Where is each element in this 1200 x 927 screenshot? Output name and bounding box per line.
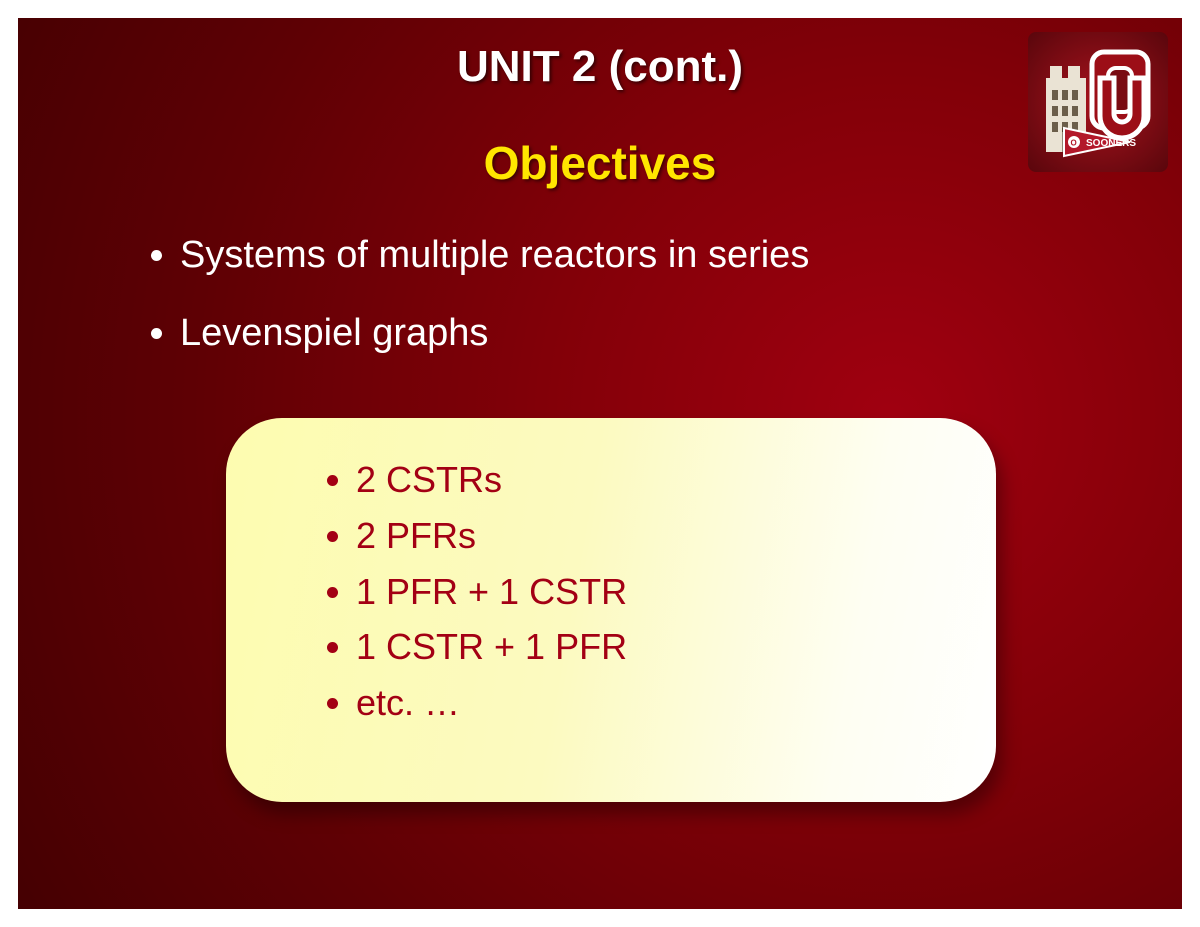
examples-list: 2 CSTRs 2 PFRs 1 PFR + 1 CSTR 1 CSTR + 1… <box>316 452 956 731</box>
page-frame: UNIT 2 (cont.) Objectives <box>0 0 1200 927</box>
examples-callout: 2 CSTRs 2 PFRs 1 PFR + 1 CSTR 1 CSTR + 1… <box>226 418 996 802</box>
slide: UNIT 2 (cont.) Objectives <box>18 18 1182 909</box>
ou-logo-icon: SOONERS O <box>1028 32 1168 172</box>
list-item: 1 PFR + 1 CSTR <box>356 564 956 620</box>
slide-subtitle: Objectives <box>18 136 1182 190</box>
list-item: 2 PFRs <box>356 508 956 564</box>
list-item: etc. … <box>356 675 956 731</box>
list-item: 2 CSTRs <box>356 452 956 508</box>
svg-text:SOONERS: SOONERS <box>1086 138 1136 149</box>
list-item: 1 CSTR + 1 PFR <box>356 619 956 675</box>
list-item: Levenspiel graphs <box>180 310 1122 358</box>
slide-title: UNIT 2 (cont.) <box>18 42 1182 92</box>
objectives-list: Systems of multiple reactors in series L… <box>136 232 1122 387</box>
list-item: Systems of multiple reactors in series <box>180 232 1122 280</box>
svg-text:O: O <box>1071 139 1077 148</box>
